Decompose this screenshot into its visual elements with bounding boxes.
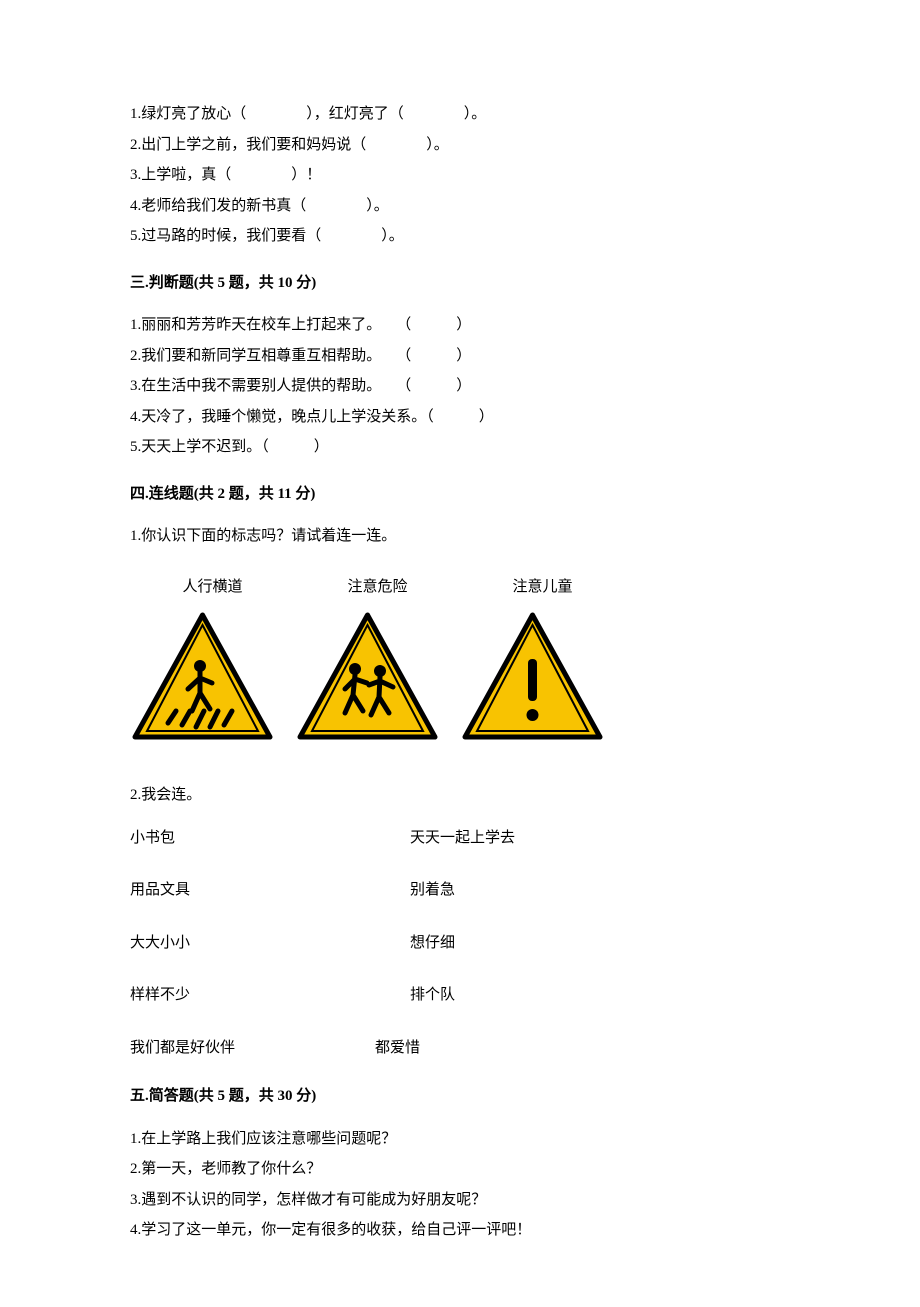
match-row: 我们都是好伙伴 都爱惜 bbox=[130, 1034, 790, 1063]
matching-q1-prompt: 1.你认识下面的标志吗？请试着连一连。 bbox=[130, 522, 790, 551]
match-left: 用品文具 bbox=[130, 876, 410, 905]
match-right: 别着急 bbox=[410, 876, 790, 905]
match-left: 小书包 bbox=[130, 824, 410, 853]
sign-images-row bbox=[130, 611, 790, 741]
qa-item: 1.在上学路上我们应该注意哪些问题呢？ bbox=[130, 1125, 790, 1154]
children-sign-icon bbox=[295, 611, 440, 741]
fill-item: 1.绿灯亮了放心（ ），红灯亮了（ ）。 bbox=[130, 100, 790, 129]
qa-item: 3.遇到不认识的同学，怎样做才有可能成为好朋友呢？ bbox=[130, 1186, 790, 1215]
qa-item: 2.第一天，老师教了你什么？ bbox=[130, 1155, 790, 1184]
matching-q2: 2.我会连。 小书包 天天一起上学去 用品文具 别着急 大大小小 想仔细 样样不… bbox=[130, 781, 790, 1062]
match-left: 样样不少 bbox=[130, 981, 410, 1010]
qa-section: 1.在上学路上我们应该注意哪些问题呢？ 2.第一天，老师教了你什么？ 3.遇到不… bbox=[130, 1125, 790, 1245]
pedestrian-sign-icon bbox=[130, 611, 275, 741]
match-row: 小书包 天天一起上学去 bbox=[130, 824, 790, 853]
fill-item: 4.老师给我们发的新书真（ ）。 bbox=[130, 192, 790, 221]
section4-header: 四.连线题(共 2 题，共 11 分) bbox=[130, 480, 790, 509]
matching-q1: 1.你认识下面的标志吗？请试着连一连。 人行横道 注意危险 注意儿童 bbox=[130, 522, 790, 741]
judge-item: 2.我们要和新同学互相尊重互相帮助。 （ ） bbox=[130, 342, 790, 371]
judge-item: 5.天天上学不迟到。（ ） bbox=[130, 433, 790, 462]
judge-item: 3.在生活中我不需要别人提供的帮助。 （ ） bbox=[130, 372, 790, 401]
sign-label: 注意儿童 bbox=[460, 573, 625, 602]
match-row: 样样不少 排个队 bbox=[130, 981, 790, 1010]
fill-item: 2.出门上学之前，我们要和妈妈说（ ）。 bbox=[130, 131, 790, 160]
match-right: 想仔细 bbox=[410, 929, 790, 958]
judge-item: 4.天冷了，我睡个懒觉，晚点儿上学没关系。（ ） bbox=[130, 403, 790, 432]
sign-label: 注意危险 bbox=[295, 573, 460, 602]
match-row: 用品文具 别着急 bbox=[130, 876, 790, 905]
danger-sign-icon bbox=[460, 611, 605, 741]
section5-header: 五.简答题(共 5 题，共 30 分) bbox=[130, 1082, 790, 1111]
fill-blank-section: 1.绿灯亮了放心（ ），红灯亮了（ ）。 2.出门上学之前，我们要和妈妈说（ ）… bbox=[130, 100, 790, 251]
qa-item: 4.学习了这一单元，你一定有很多的收获，给自己评一评吧！ bbox=[130, 1216, 790, 1245]
sign-labels-row: 人行横道 注意危险 注意儿童 bbox=[130, 573, 790, 602]
match-row: 大大小小 想仔细 bbox=[130, 929, 790, 958]
match-right: 天天一起上学去 bbox=[410, 824, 790, 853]
matching-q2-prompt: 2.我会连。 bbox=[130, 781, 790, 810]
sign-label: 人行横道 bbox=[130, 573, 295, 602]
match-left: 大大小小 bbox=[130, 929, 410, 958]
fill-item: 5.过马路的时候，我们要看（ ）。 bbox=[130, 222, 790, 251]
fill-item: 3.上学啦，真（ ）！ bbox=[130, 161, 790, 190]
judge-section: 1.丽丽和芳芳昨天在校车上打起来了。 （ ） 2.我们要和新同学互相尊重互相帮助… bbox=[130, 311, 790, 462]
match-left: 我们都是好伙伴 bbox=[130, 1034, 375, 1063]
judge-item: 1.丽丽和芳芳昨天在校车上打起来了。 （ ） bbox=[130, 311, 790, 340]
match-right: 排个队 bbox=[410, 981, 790, 1010]
section3-header: 三.判断题(共 5 题，共 10 分) bbox=[130, 269, 790, 298]
match-pairs: 小书包 天天一起上学去 用品文具 别着急 大大小小 想仔细 样样不少 排个队 我… bbox=[130, 824, 790, 1063]
match-right: 都爱惜 bbox=[375, 1034, 790, 1063]
